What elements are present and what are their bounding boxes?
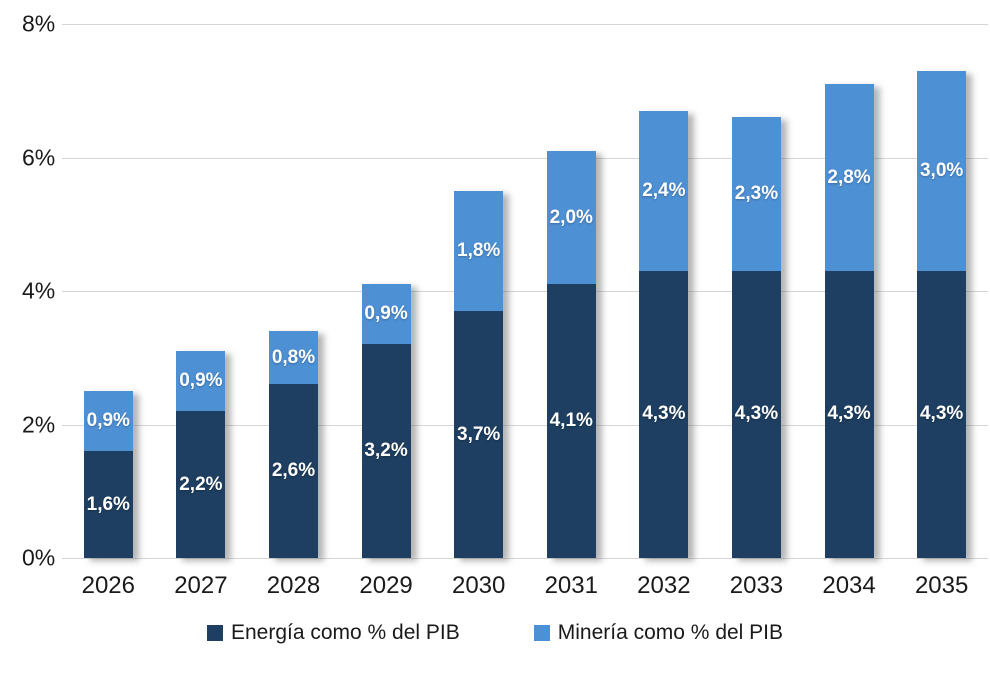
gridline-6%: [62, 157, 988, 159]
bar-segment-energia-2035: 4,3%: [917, 270, 967, 558]
bar-stack-2028: 0,8% 2,6%: [268, 331, 318, 558]
bar-column-2030: 1,8% 3,7%: [432, 24, 525, 558]
bar-segment-mineria-2032: 2,4%: [639, 110, 689, 271]
bar-segment-energia-2027: 2,2%: [176, 411, 226, 558]
bar-stack-2029: 0,9% 3,2%: [361, 284, 411, 558]
x-tick-2034: 2034: [822, 572, 876, 599]
bar-segment-energia-2028: 2,6%: [268, 384, 318, 558]
bar-segment-energia-2029: 3,2%: [361, 344, 411, 558]
bar-column-2031: 2,0% 4,1%: [525, 24, 618, 558]
y-tick-2%: 2%: [22, 411, 56, 437]
bar-stack-2034: 2,8% 4,3%: [824, 84, 874, 558]
bar-segment-energia-2034: 4,3%: [824, 270, 874, 558]
legend-swatch-mineria: [533, 624, 550, 641]
bar-column-2034: 2,8% 4,3%: [803, 24, 896, 558]
bar-segment-energia-2031: 4,1%: [546, 284, 596, 558]
bar-segment-energia-2033: 4,3%: [731, 270, 781, 558]
x-tick-2029: 2029: [359, 572, 413, 599]
y-tick-6%: 6%: [22, 144, 56, 170]
x-tick-2027: 2027: [174, 572, 228, 599]
bar-column-2032: 2,4% 4,3%: [618, 24, 711, 558]
bar-segment-mineria-2029: 0,9%: [361, 284, 411, 345]
bar-segment-energia-2026: 1,6%: [83, 451, 133, 558]
bar-stack-2032: 2,4% 4,3%: [639, 110, 689, 558]
bar-segment-energia-2030: 3,7%: [454, 311, 504, 558]
bar-segment-mineria-2030: 1,8%: [454, 190, 504, 312]
bar-segment-mineria-2033: 2,3%: [731, 117, 781, 271]
bar-segment-energia-2032: 4,3%: [639, 270, 689, 558]
legend-swatch-energia: [206, 624, 223, 641]
gridline-0%: [62, 558, 988, 559]
bar-column-2027: 0,9% 2,2%: [155, 24, 248, 558]
y-tick-0%: 0%: [22, 544, 56, 571]
legend-label-energia: Energía como % del PIB: [230, 621, 460, 644]
x-tick-2030: 2030: [451, 572, 506, 599]
bar-stack-2033: 2,3% 4,3%: [731, 117, 781, 558]
legend-label-mineria: Minería como % del PIB: [557, 621, 784, 644]
x-axis-labels: 2026 2027 2028 2029 2030 2031 2032 2033 2034 2035: [62, 572, 988, 600]
bar-stack-2030: 1,8% 3,7%: [454, 190, 504, 558]
x-tick-2032: 2032: [637, 572, 691, 599]
x-tick-2035: 2035: [914, 572, 969, 599]
gridline-8%: [62, 24, 988, 25]
bar-stack-2027: 0,9% 2,2%: [176, 351, 226, 558]
x-tick-2031: 2031: [544, 572, 598, 599]
bar-column-2033: 2,3% 4,3%: [710, 24, 803, 558]
y-tick-8%: 8%: [22, 10, 56, 37]
bar-segment-mineria-2035: 3,0%: [917, 70, 967, 271]
x-tick-2033: 2033: [729, 572, 784, 599]
bar-column-2028: 0,8% 2,6%: [247, 24, 340, 558]
legend-item-mineria: Minería como % del PIB: [533, 621, 784, 644]
x-tick-2028: 2028: [266, 572, 321, 599]
legend: Energía como % del PIB Minería como % de…: [0, 622, 990, 643]
y-tick-4%: 4%: [22, 277, 56, 304]
bar-segment-mineria-2034: 2,8%: [824, 84, 874, 271]
bar-segment-mineria-2028: 0,8%: [268, 331, 318, 385]
bars-container: 0,9% 1,6% 0,9% 2,2% 0,8% 2,6% 0,9% 3,2% 1,8% 3,7%…: [62, 24, 988, 558]
legend-item-energia: Energía como % del PIB: [206, 621, 460, 644]
bar-column-2026: 0,9% 1,6%: [62, 24, 155, 558]
gridline-2%: [62, 424, 988, 426]
gridline-4%: [62, 291, 988, 292]
bar-segment-mineria-2027: 0,9%: [176, 351, 226, 412]
bar-column-2029: 0,9% 3,2%: [340, 24, 433, 558]
bar-column-2035: 3,0% 4,3%: [895, 24, 988, 558]
bar-stack-2026: 0,9% 1,6%: [83, 391, 133, 558]
bar-stack-2035: 3,0% 4,3%: [917, 70, 967, 558]
bar-stack-2031: 2,0% 4,1%: [546, 150, 596, 558]
x-tick-2026: 2026: [81, 572, 135, 599]
bar-segment-mineria-2026: 0,9%: [83, 391, 133, 452]
plot-area: 0,9% 1,6% 0,9% 2,2% 0,8% 2,6% 0,9% 3,2% 1,8% 3,7%…: [62, 24, 988, 559]
bar-segment-mineria-2031: 2,0%: [546, 150, 596, 285]
